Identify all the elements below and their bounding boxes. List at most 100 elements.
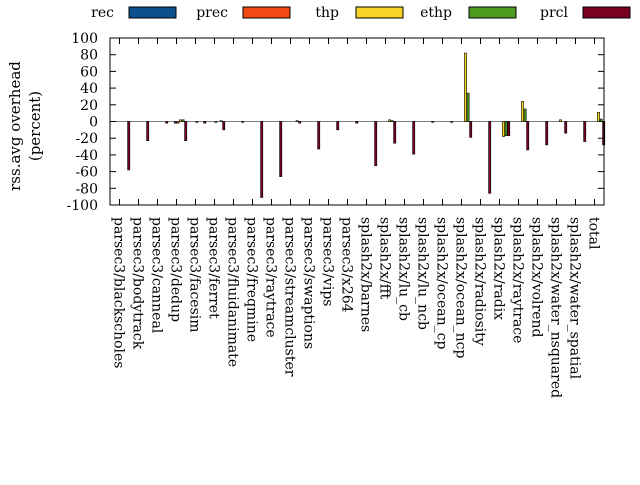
bar-thp	[521, 101, 524, 122]
x-category-label: splash2x/raytrace	[510, 217, 526, 343]
x-category-label: parsec3/dedup	[168, 217, 184, 322]
x-category-label: parsec3/ferret	[206, 217, 222, 319]
y-tick-label: -60	[75, 165, 98, 181]
bar-prcl	[583, 121, 587, 142]
y-tick-label: 40	[80, 81, 98, 97]
bar-prcl	[298, 121, 302, 124]
y-tick-label: 80	[80, 48, 98, 64]
legend-swatch-ethp	[468, 6, 517, 19]
bar-prcl	[488, 121, 492, 194]
y-axis-label-line-1: rss.avg overhead	[6, 61, 24, 191]
bar-prcl	[279, 121, 283, 177]
legend-swatch-prcl	[582, 6, 631, 19]
x-category-label: parsec3/streamcluster	[282, 217, 298, 377]
bar-thp	[388, 119, 391, 122]
bar-prcl	[393, 121, 397, 144]
bar-ethp	[181, 119, 185, 122]
y-tick-label: -20	[75, 131, 98, 147]
x-category-label: splash2x/radiosity	[472, 217, 488, 346]
bar-prcl	[450, 121, 454, 123]
bar-thp	[464, 52, 467, 122]
y-tick-label: 0	[89, 115, 98, 131]
x-category-label: splash2x/lu_cb	[396, 217, 412, 321]
bar-thp	[179, 119, 182, 122]
legend: rec prec thp ethp prcl	[91, 5, 631, 21]
bar-prcl	[241, 121, 245, 123]
bar-prcl	[545, 121, 549, 146]
bar-prcl	[127, 121, 131, 171]
bar-prcl	[146, 121, 150, 142]
bar-prcl	[184, 121, 188, 142]
bar-ethp	[466, 92, 470, 122]
bar-thp	[597, 112, 600, 122]
bar-prcl	[507, 121, 511, 136]
x-category-label: splash2x/fft	[377, 217, 393, 300]
x-category-label: parsec3/swaptions	[301, 217, 317, 349]
legend-label-thp: thp	[315, 5, 339, 21]
x-category-label: total	[586, 217, 602, 250]
x-category-label: parsec3/vips	[320, 217, 336, 306]
x-category-label: splash2x/ocean_cp	[434, 217, 450, 349]
bar-rec	[173, 121, 177, 124]
x-category-label: parsec3/bodytrack	[130, 217, 146, 350]
legend-swatch-thp	[355, 6, 404, 19]
bar-thp	[559, 119, 562, 122]
x-category-label: parsec3/canneal	[149, 217, 165, 334]
x-axis: parsec3/blackscholes parsec3/bodytrack par…	[111, 38, 602, 398]
x-category-label: splash2x/ocean_ncp	[453, 217, 469, 358]
legend-label-prcl: prcl	[540, 5, 568, 21]
y-tick-label: 60	[80, 64, 98, 80]
x-category-label: parsec3/x264	[339, 217, 355, 313]
legend-label-ethp: ethp	[420, 5, 452, 21]
bar-prcl	[374, 121, 378, 167]
y-tick-label: -80	[75, 181, 98, 197]
legend-swatch-prec	[242, 6, 291, 19]
x-category-label: parsec3/blackscholes	[111, 217, 127, 368]
x-category-label: splash2x/volrend	[529, 217, 545, 338]
bar-prcl	[564, 121, 568, 134]
x-category-label: parsec3/facesim	[187, 217, 203, 333]
bars	[110, 52, 606, 198]
legend-label-prec: prec	[196, 5, 228, 21]
bar-prcl	[526, 121, 530, 151]
x-category-label: parsec3/freqmine	[244, 217, 260, 342]
x-category-label: splash2x/water_nsquared	[548, 217, 564, 398]
x-category-label: parsec3/fluidanimate	[225, 217, 241, 367]
bar-prcl	[469, 121, 473, 138]
bar-prcl	[317, 121, 321, 150]
x-category-label: splash2x/barnes	[358, 217, 374, 332]
x-category-label: splash2x/radix	[491, 217, 507, 320]
bar-prcl	[222, 121, 226, 131]
bar-prcl	[355, 121, 359, 124]
bar-prcl	[165, 121, 169, 124]
y-axis-label-line-2: (percent)	[26, 91, 44, 161]
bar-prcl	[336, 121, 340, 131]
y-tick-label: 100	[71, 31, 98, 47]
bar-prcl	[412, 121, 416, 155]
bar-prcl	[431, 121, 435, 123]
bar-ethp	[523, 108, 527, 122]
bar-prec	[195, 121, 199, 123]
bar-prec	[214, 121, 218, 123]
legend-swatch-rec	[128, 6, 177, 19]
legend-label-rec: rec	[91, 5, 114, 21]
y-tick-label: -40	[75, 148, 98, 164]
bar-ethp	[599, 118, 603, 122]
y-tick-label: -100	[67, 198, 98, 214]
bar-thp	[502, 121, 505, 137]
x-category-label: parsec3/raytrace	[263, 217, 279, 338]
plot-frame	[109, 37, 605, 206]
bar-prcl	[260, 121, 264, 198]
bar-prec	[176, 121, 180, 124]
bar-prcl	[203, 121, 207, 124]
y-tick-label: 20	[80, 98, 98, 114]
y-axis-label: rss.avg overhead (percent)	[6, 61, 44, 191]
bar-ethp	[219, 120, 223, 122]
x-category-label: splash2x/lu_ncb	[415, 217, 431, 330]
x-category-label: splash2x/water_spatial	[567, 217, 583, 380]
bar-ethp	[295, 120, 299, 122]
bar-ethp	[390, 120, 394, 122]
